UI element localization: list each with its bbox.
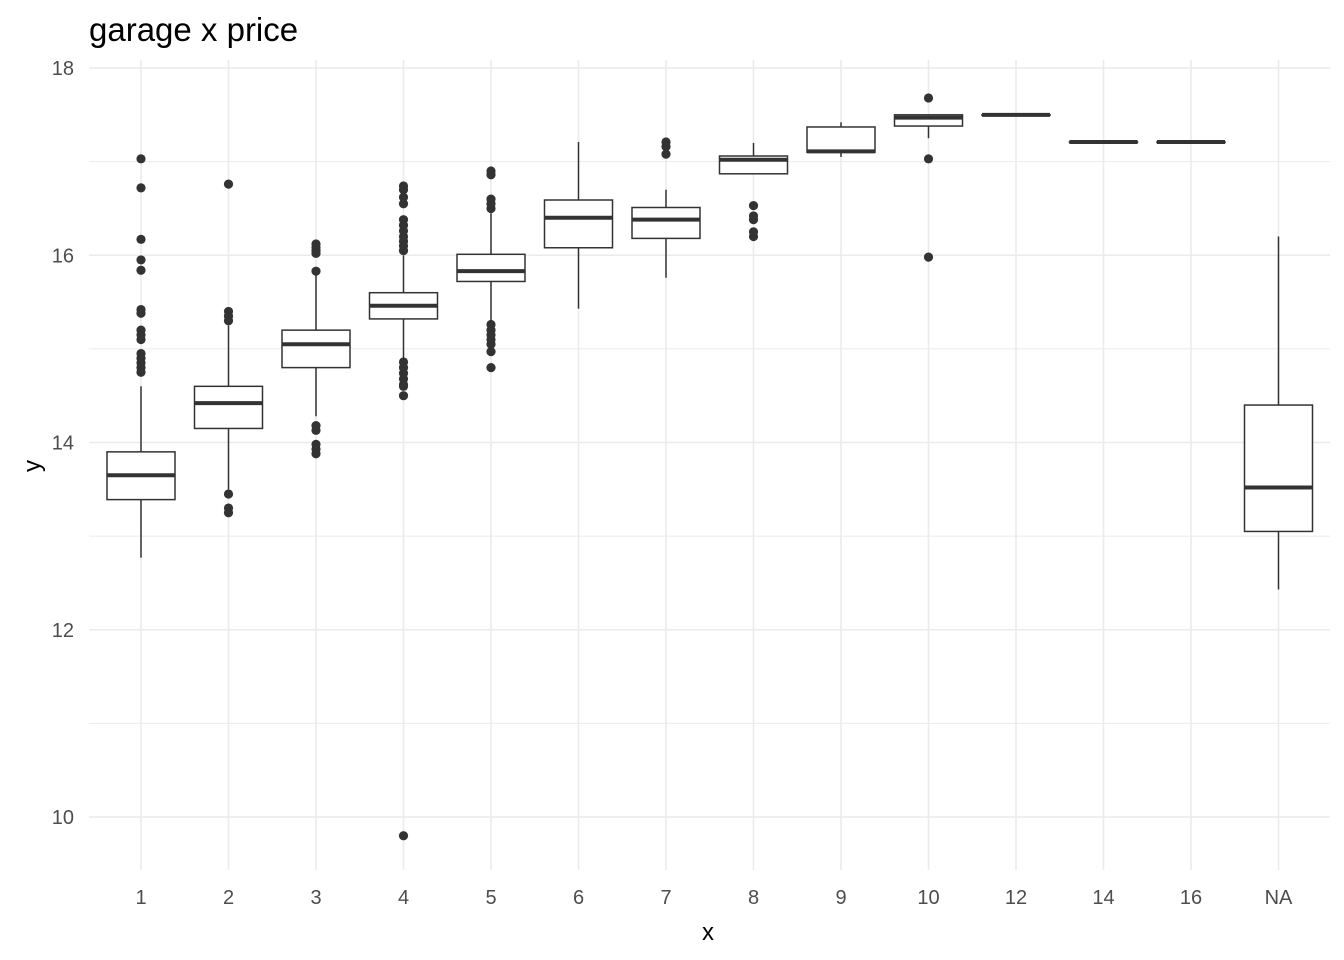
y-tick-label: 10 xyxy=(52,807,74,829)
x-tick-label: 16 xyxy=(1180,887,1202,909)
grid-lines xyxy=(89,60,1330,870)
outlier-point xyxy=(661,142,671,152)
outlier-point xyxy=(223,316,234,326)
y-axis-title: y xyxy=(19,460,46,472)
outlier-point xyxy=(136,367,146,377)
box-body xyxy=(893,114,964,127)
outlier-point xyxy=(398,381,409,391)
box-group xyxy=(893,93,964,262)
outlier-point xyxy=(923,252,934,262)
outlier-point xyxy=(748,215,759,225)
outlier-point xyxy=(136,308,146,318)
box-group xyxy=(1068,139,1139,144)
box-group xyxy=(193,179,264,518)
outlier-point xyxy=(136,183,146,193)
box-group xyxy=(1243,236,1314,590)
x-tick-label: 1 xyxy=(135,887,146,909)
outlier-point xyxy=(398,199,409,209)
box-group xyxy=(106,154,176,558)
outlier-point xyxy=(136,154,146,164)
outlier-point xyxy=(486,363,496,373)
outlier-point xyxy=(486,203,496,214)
outlier-point xyxy=(486,347,496,357)
outlier-point xyxy=(398,831,409,841)
x-tick-label: 3 xyxy=(310,887,321,909)
outlier-point xyxy=(748,231,759,242)
outlier-point xyxy=(398,391,409,401)
outlier-point xyxy=(398,192,409,202)
box-group xyxy=(981,112,1051,117)
x-tick-label: 7 xyxy=(660,887,671,909)
outlier-point xyxy=(923,93,934,103)
x-axis-title: x xyxy=(702,919,714,946)
x-tick-label: 10 xyxy=(917,887,939,909)
outlier-point xyxy=(486,339,496,349)
box-body xyxy=(543,199,614,249)
outlier-point xyxy=(311,449,321,459)
box-group xyxy=(456,166,526,373)
outlier-point xyxy=(311,248,321,258)
box-body xyxy=(281,329,351,369)
outlier-point xyxy=(923,154,934,164)
x-tick-label: 2 xyxy=(223,887,234,909)
x-tick-label: 4 xyxy=(398,887,409,909)
box-group xyxy=(631,137,701,278)
outlier-point xyxy=(398,185,409,195)
outlier-point xyxy=(223,508,234,518)
outlier-point xyxy=(223,489,234,499)
box-group xyxy=(1156,139,1226,144)
outlier-point xyxy=(136,265,146,275)
outlier-point xyxy=(136,255,146,265)
box-body xyxy=(631,206,701,240)
x-tick-label: 8 xyxy=(748,887,759,909)
outlier-point xyxy=(661,149,671,159)
outlier-point xyxy=(311,425,321,435)
outlier-point xyxy=(748,201,759,211)
outlier-point xyxy=(223,179,234,189)
box-group xyxy=(543,141,614,309)
outlier-point xyxy=(136,234,146,244)
x-tick-label: NA xyxy=(1265,887,1293,909)
box-body xyxy=(193,385,264,430)
box-group xyxy=(281,239,351,459)
x-tick-label: 6 xyxy=(573,887,584,909)
box-body xyxy=(456,253,526,283)
y-tick-label: 18 xyxy=(52,58,74,80)
outlier-point xyxy=(486,170,496,180)
x-tick-label: 14 xyxy=(1092,887,1114,909)
chart-title: garage x price xyxy=(89,11,298,48)
box-group xyxy=(368,181,439,841)
box-group xyxy=(806,122,876,157)
box-body xyxy=(1243,404,1314,533)
y-tick-label: 14 xyxy=(52,433,74,455)
outlier-point xyxy=(398,245,409,256)
x-tick-label: 9 xyxy=(835,887,846,909)
box-body xyxy=(806,126,876,154)
outlier-point xyxy=(311,266,321,276)
x-tick-label: 12 xyxy=(1005,887,1027,909)
y-tick-label: 12 xyxy=(52,620,74,642)
x-tick-label: 5 xyxy=(485,887,496,909)
boxes xyxy=(106,93,1314,841)
y-tick-label: 16 xyxy=(52,245,74,267)
outlier-point xyxy=(136,334,146,345)
box-group xyxy=(718,142,789,242)
